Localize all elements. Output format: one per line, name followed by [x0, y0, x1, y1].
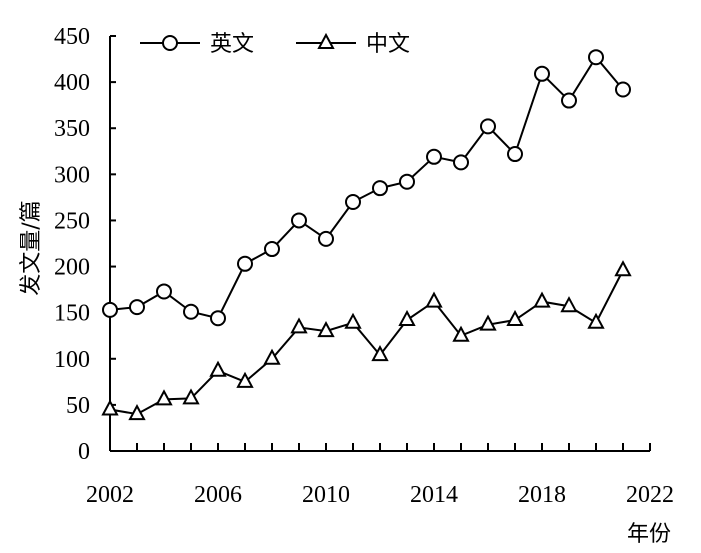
circle-marker	[534, 65, 550, 82]
triangle-marker	[371, 344, 389, 362]
circle-marker	[156, 283, 172, 300]
axes: 0 50 100 150 200 250 300 350 400 450 2002 2006 2010 2…	[54, 24, 674, 508]
triangle-marker	[452, 325, 470, 342]
x-tick-label: 2010	[302, 482, 350, 508]
x-tick-label: 2022	[626, 482, 674, 508]
y-axis-label: 发文量/篇	[19, 200, 44, 295]
circle-marker	[318, 230, 334, 247]
triangle-marker	[209, 360, 227, 377]
circle-marker	[237, 255, 253, 272]
y-tick-label: 400	[54, 70, 90, 96]
legend-label: 中文	[366, 32, 410, 57]
series-chinese	[101, 260, 632, 421]
y-tick-label: 150	[54, 301, 90, 327]
legend-item: 英文	[140, 32, 254, 57]
circle-marker	[588, 49, 604, 66]
circle-marker	[291, 212, 307, 229]
x-tick-label: 2018	[518, 482, 566, 508]
y-tick-label: 350	[54, 116, 90, 142]
triangle-marker	[128, 404, 146, 421]
y-tick-label: 0	[78, 439, 90, 465]
triangle-marker	[425, 291, 443, 308]
circle-marker	[615, 81, 631, 98]
triangle-marker	[398, 309, 416, 327]
triangle-marker	[101, 399, 119, 416]
y-tick-label: 200	[54, 255, 90, 281]
circle-marker	[507, 146, 523, 163]
series-layer	[101, 49, 632, 421]
triangle-marker	[587, 312, 605, 329]
triangle-marker	[155, 389, 173, 406]
triangle-marker	[182, 388, 200, 405]
triangle-marker	[560, 296, 578, 313]
y-tick-label: 50	[66, 393, 90, 419]
circle-marker	[372, 180, 388, 197]
triangle-marker	[614, 260, 632, 277]
triangle-marker	[344, 312, 362, 329]
y-tick-label: 450	[54, 24, 90, 50]
circle-marker	[426, 148, 442, 165]
triangle-marker	[290, 317, 308, 334]
circle-marker	[453, 154, 469, 171]
circle-marker	[183, 303, 199, 320]
x-tick-label: 2014	[410, 482, 458, 508]
circle-marker	[102, 301, 118, 318]
triangle-marker	[533, 291, 551, 308]
circle-marker	[264, 241, 280, 258]
legend-item: 中文	[296, 32, 410, 57]
x-tick-label: 2002	[86, 482, 134, 508]
triangle-marker	[236, 371, 254, 388]
series-line	[109, 55, 624, 320]
y-tick-label: 250	[54, 208, 90, 234]
x-tick-label: 2006	[194, 482, 242, 508]
circle-marker	[129, 299, 145, 316]
legend-circle-marker	[162, 35, 178, 51]
y-tick-label: 100	[54, 347, 90, 373]
triangle-marker	[506, 309, 524, 327]
series-english	[102, 49, 631, 327]
circle-marker	[210, 310, 226, 327]
circle-marker	[480, 118, 496, 135]
circle-marker	[399, 173, 415, 190]
circle-marker	[561, 92, 577, 109]
triangle-marker	[263, 348, 281, 365]
legend: 英文 中文	[140, 32, 410, 57]
circle-marker	[345, 194, 361, 210]
x-axis-label: 年份	[627, 522, 671, 547]
legend-triangle-marker	[317, 32, 335, 49]
triangle-marker	[317, 321, 335, 338]
series-line	[109, 269, 624, 416]
y-tick-label: 300	[54, 162, 90, 188]
triangle-marker	[479, 314, 497, 331]
legend-label: 英文	[210, 32, 254, 57]
